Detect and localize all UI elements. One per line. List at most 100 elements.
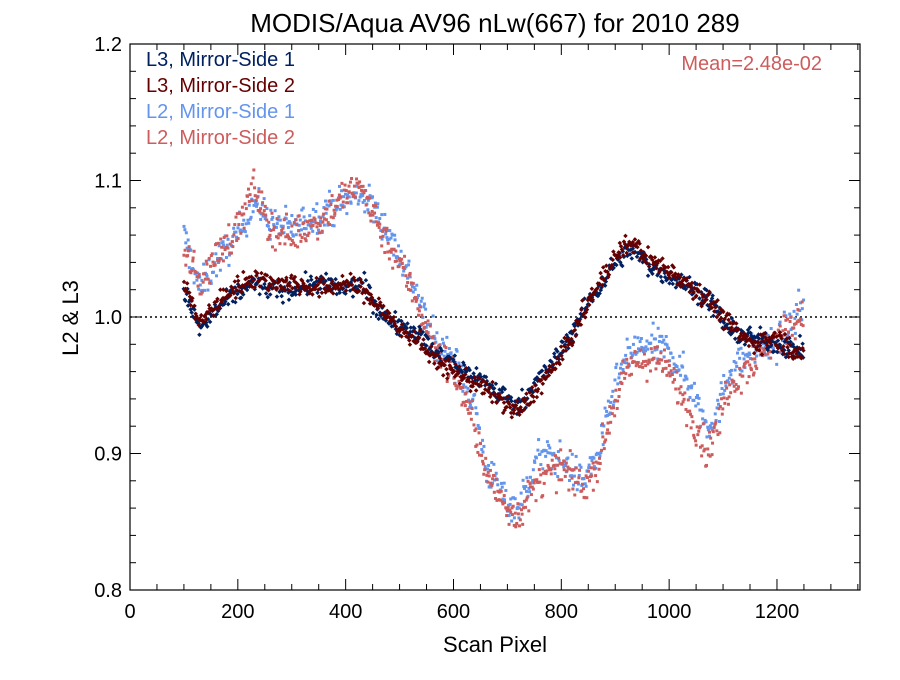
data-point (420, 296, 424, 300)
data-point (611, 389, 615, 393)
data-point (290, 224, 294, 228)
data-point (466, 386, 470, 390)
data-point (245, 234, 249, 238)
data-point (209, 254, 213, 258)
data-point (771, 347, 775, 351)
data-point (303, 237, 307, 241)
data-point (391, 233, 395, 237)
data-point (722, 396, 726, 400)
data-point (544, 454, 548, 458)
data-point (609, 262, 615, 268)
data-point (608, 411, 612, 415)
data-point (269, 228, 273, 232)
data-point (283, 242, 287, 246)
data-point (398, 259, 402, 263)
data-point (493, 478, 497, 482)
data-point (732, 336, 738, 342)
data-point (265, 207, 269, 211)
data-point (600, 282, 605, 288)
data-point (678, 391, 682, 395)
data-point (402, 266, 406, 270)
data-point (387, 257, 391, 261)
data-point (796, 308, 800, 312)
data-point (298, 218, 302, 222)
data-point (315, 202, 319, 206)
data-point (335, 204, 339, 208)
data-point (265, 218, 269, 222)
data-point (437, 343, 441, 347)
data-point (784, 336, 790, 341)
data-point (644, 260, 650, 266)
data-point (431, 335, 435, 339)
data-point (526, 479, 530, 483)
data-point (751, 351, 757, 356)
data-point (448, 359, 452, 363)
data-point (561, 348, 566, 353)
data-point (298, 233, 302, 237)
data-point (327, 204, 331, 208)
data-point (270, 217, 274, 221)
data-point (751, 343, 756, 348)
data-point (629, 256, 635, 261)
data-point (746, 354, 750, 358)
data-point (551, 453, 555, 457)
data-point (330, 291, 336, 296)
data-point (297, 229, 301, 233)
data-point (655, 345, 659, 349)
data-point (600, 431, 604, 435)
data-point (377, 225, 381, 229)
data-point (780, 348, 785, 353)
data-point (261, 212, 265, 216)
data-point (494, 497, 498, 501)
data-point (361, 184, 365, 188)
data-point (227, 263, 231, 267)
data-point (282, 287, 288, 293)
data-point (727, 395, 731, 399)
data-point (599, 275, 604, 281)
data-point (206, 288, 210, 292)
data-point (459, 369, 465, 375)
data-point (573, 333, 579, 339)
data-point (367, 211, 371, 215)
data-point (578, 468, 582, 472)
data-point (575, 488, 579, 492)
data-point (558, 439, 562, 443)
data-point (644, 364, 648, 368)
data-point (432, 361, 437, 366)
data-point (360, 290, 365, 296)
data-point (557, 478, 561, 482)
data-point (540, 381, 546, 386)
data-point (645, 339, 649, 343)
y-axis: 0.80.91.01.11.2 (94, 34, 860, 602)
data-point (412, 285, 416, 289)
data-point (794, 322, 798, 326)
data-point (514, 525, 518, 529)
data-point (723, 380, 727, 384)
data-point (214, 242, 218, 246)
data-point (251, 210, 255, 214)
y-tick-label: 1.2 (94, 34, 122, 56)
data-point (645, 379, 649, 383)
data-point (343, 288, 349, 293)
data-point (650, 271, 655, 277)
data-point (339, 203, 343, 207)
data-point (255, 202, 259, 206)
data-point (537, 468, 541, 472)
data-point (228, 251, 232, 255)
data-point (241, 269, 246, 275)
data-point (660, 358, 664, 362)
series-1 (181, 233, 806, 420)
data-point (686, 410, 690, 414)
data-point (641, 360, 645, 364)
data-point (476, 423, 480, 427)
data-point (378, 300, 383, 305)
data-point (636, 336, 640, 340)
data-point (756, 348, 762, 353)
data-point (744, 360, 748, 364)
data-point (683, 286, 688, 292)
data-point (556, 475, 560, 479)
data-point (566, 456, 570, 460)
data-point (619, 371, 623, 375)
data-point (292, 222, 296, 226)
data-point (641, 349, 645, 353)
